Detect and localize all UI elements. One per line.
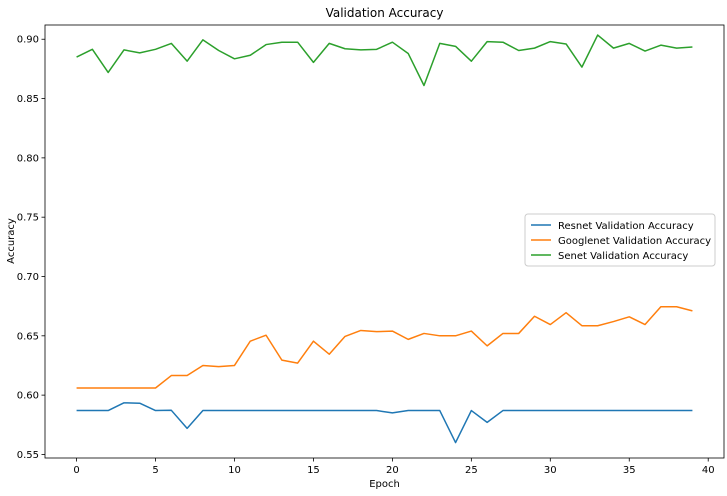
y-tick-label: 0.65 bbox=[17, 331, 39, 342]
x-axis-label: Epoch bbox=[369, 479, 400, 490]
legend-label-googlenet: Googlenet Validation Accuracy bbox=[558, 236, 711, 247]
x-axis-ticks: 0 5 10 15 20 25 30 35 40 bbox=[73, 458, 715, 476]
series-line-googlenet bbox=[76, 306, 693, 389]
x-tick-label: 20 bbox=[386, 465, 399, 476]
y-axis-label: Accuracy bbox=[6, 218, 17, 264]
series-line-resnet bbox=[76, 402, 693, 444]
x-tick-label: 40 bbox=[702, 465, 715, 476]
y-tick-label: 0.55 bbox=[17, 450, 39, 461]
y-tick-label: 0.85 bbox=[17, 94, 39, 105]
y-tick-label: 0.70 bbox=[17, 272, 39, 283]
plot-frame bbox=[44, 24, 725, 459]
x-tick-label: 0 bbox=[73, 465, 79, 476]
x-tick-label: 5 bbox=[152, 465, 158, 476]
x-tick-label: 25 bbox=[465, 465, 478, 476]
legend-label-resnet: Resnet Validation Accuracy bbox=[558, 221, 694, 232]
legend-label-senet: Senet Validation Accuracy bbox=[558, 251, 688, 262]
chart-title: Validation Accuracy bbox=[326, 6, 444, 20]
y-tick-label: 0.90 bbox=[17, 35, 39, 46]
y-tick-label: 0.80 bbox=[17, 153, 39, 164]
x-tick-label: 15 bbox=[307, 465, 320, 476]
legend-box bbox=[524, 213, 716, 267]
x-tick-label: 10 bbox=[228, 465, 241, 476]
y-tick-label: 0.75 bbox=[17, 213, 39, 224]
series-line-senet bbox=[76, 34, 693, 87]
x-tick-label: 30 bbox=[544, 465, 557, 476]
y-axis-ticks: 0.55 0.60 0.65 0.70 0.75 0.80 0.85 0.90 bbox=[17, 35, 45, 461]
x-tick-label: 35 bbox=[623, 465, 636, 476]
legend: Resnet Validation Accuracy Googlenet Val… bbox=[524, 213, 716, 267]
y-tick-label: 0.60 bbox=[17, 391, 39, 402]
plot-area bbox=[44, 24, 725, 459]
